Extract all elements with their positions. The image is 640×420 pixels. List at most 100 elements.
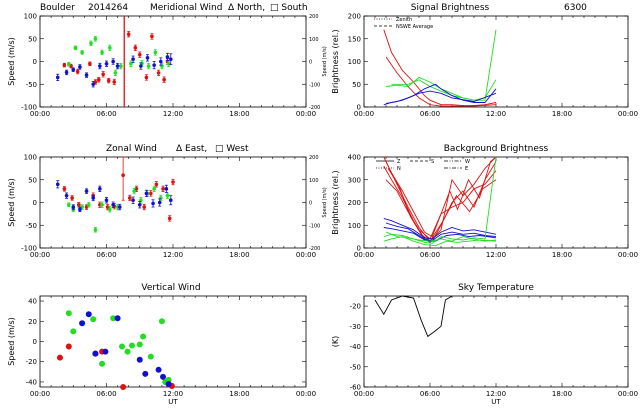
zonal-ytick-label: 50 xyxy=(28,176,37,184)
vertical-point xyxy=(102,348,109,355)
skytemp-ytick-label: -20 xyxy=(350,303,361,311)
meridional-point xyxy=(71,67,76,72)
zonal-point xyxy=(86,202,91,207)
meridional-point xyxy=(98,64,102,68)
vertical-point xyxy=(147,353,154,360)
background-ytick-label: 100 xyxy=(348,222,361,230)
signal-ytick-label: 50 xyxy=(352,81,361,89)
meridional-point xyxy=(75,69,80,74)
vertical-xtick-label: 12:00 xyxy=(163,390,183,398)
meridional-point xyxy=(80,50,84,55)
background-xtick-label: 00:00 xyxy=(354,251,374,259)
meridional-point xyxy=(67,62,71,67)
signal-legend-zenith: Zenith xyxy=(396,17,412,23)
skytemp-title: Sky Temperature xyxy=(458,283,534,293)
signal-xtick-label: 12:00 xyxy=(486,110,506,118)
zonal-point xyxy=(55,182,60,187)
vertical-xlabel: UT xyxy=(168,398,178,406)
zonal-ytick-right-label: 100 xyxy=(309,178,319,184)
zonal-xtick-label: 00:00 xyxy=(296,251,316,259)
meridional-ytick-label: -100 xyxy=(21,104,37,112)
vertical-ytick-label: 20 xyxy=(28,318,37,326)
zonal-ytick-label: 100 xyxy=(24,154,37,162)
zonal-point xyxy=(64,193,69,198)
meridional-point xyxy=(146,64,151,68)
meridional-point xyxy=(93,36,98,41)
zonal-point xyxy=(76,202,81,207)
meridional-title-north: Δ North, xyxy=(228,3,265,13)
zonal-point xyxy=(165,193,170,198)
vertical-point xyxy=(56,354,63,361)
skytemp-xtick-label: 00:00 xyxy=(354,390,374,398)
bg-legend-z: Z xyxy=(397,159,401,165)
background-series-line xyxy=(385,170,497,240)
vertical-point xyxy=(158,318,165,325)
meridional-ytick-label: -50 xyxy=(26,81,37,89)
zonal-point xyxy=(161,187,165,191)
zonal-point xyxy=(104,198,109,203)
bg-legend-w: W xyxy=(465,159,470,165)
zonal-point xyxy=(105,205,110,209)
meridional-point xyxy=(108,46,112,50)
signal-legend-avg: NSWE Average xyxy=(396,24,433,30)
meridional-panel: 00:00 06:00 12:00 18:00 00:00-100-50050100Sp… xyxy=(7,13,328,119)
zonal-point xyxy=(67,202,71,207)
zonal-ytick-label: 0 xyxy=(33,199,37,207)
vertical-xtick-label: 06:00 xyxy=(96,390,116,398)
signal-title: Signal Brightness xyxy=(411,3,490,13)
vertical-title: Vertical Wind xyxy=(141,283,200,293)
skytemp-ytick-label: -60 xyxy=(350,384,361,392)
signal-series-line xyxy=(385,29,497,101)
meridional-point xyxy=(150,34,154,39)
signal-series-line xyxy=(385,56,497,107)
vertical-point xyxy=(155,366,162,373)
skytemp-frame xyxy=(363,295,629,388)
meridional-point xyxy=(84,73,89,77)
vertical-ytick-label: -20 xyxy=(26,358,37,366)
zonal-point xyxy=(168,198,173,203)
vertical-point xyxy=(99,360,106,367)
vertical-xtick-label: 00:00 xyxy=(30,390,50,398)
meridional-point xyxy=(145,56,150,60)
bg-legend-s: S xyxy=(431,159,434,165)
meridional-point xyxy=(165,55,170,59)
meridional-point xyxy=(159,59,163,64)
skytemp-xtick-label: 18:00 xyxy=(552,390,572,398)
zonal-point xyxy=(91,196,95,200)
skytemp-xtick-label: 00:00 xyxy=(618,390,638,398)
meridional-point xyxy=(152,63,156,67)
meridional-point xyxy=(133,46,138,50)
zonal-point xyxy=(84,189,89,193)
meridional-ytick-label: 50 xyxy=(28,35,37,43)
zonal-point xyxy=(98,187,102,191)
zonal-point xyxy=(121,173,125,177)
meridional-point xyxy=(88,61,92,66)
meridional-ylabel: Speed (m/s) xyxy=(7,37,16,86)
zonal-point xyxy=(78,207,82,212)
background-panel: 00:00 06:00 12:00 18:00 00:000100200300400Br… xyxy=(331,154,638,260)
vertical-point xyxy=(128,342,135,349)
meridional-point xyxy=(78,65,82,69)
zonal-ylabel-right: Speed (m/s) xyxy=(322,187,328,217)
signal-series-line xyxy=(383,29,497,107)
meridional-title-place: Boulder xyxy=(40,3,75,13)
meridional-point xyxy=(139,64,143,68)
vertical-point xyxy=(85,311,92,318)
zonal-point xyxy=(137,202,142,207)
background-ylabel: Brightness (rel.) xyxy=(331,170,340,234)
vertical-ylabel: Speed (m/s) xyxy=(7,317,16,366)
vertical-point xyxy=(136,356,143,363)
vertical-point xyxy=(92,350,99,357)
background-xtick-label: 06:00 xyxy=(420,251,440,259)
meridional-point xyxy=(62,63,67,67)
background-series-line xyxy=(385,222,497,243)
background-legend: Z N S E W xyxy=(376,159,470,172)
zonal-point xyxy=(154,182,159,187)
skytemp-xtick-label: 06:00 xyxy=(420,390,440,398)
meridional-point xyxy=(126,32,131,36)
background-ytick-label: 0 xyxy=(357,245,361,253)
zonal-point xyxy=(171,180,175,184)
signal-ytick-label: 200 xyxy=(348,13,361,21)
signal-xtick-label: 00:00 xyxy=(354,110,374,118)
meridional-point xyxy=(137,52,142,57)
